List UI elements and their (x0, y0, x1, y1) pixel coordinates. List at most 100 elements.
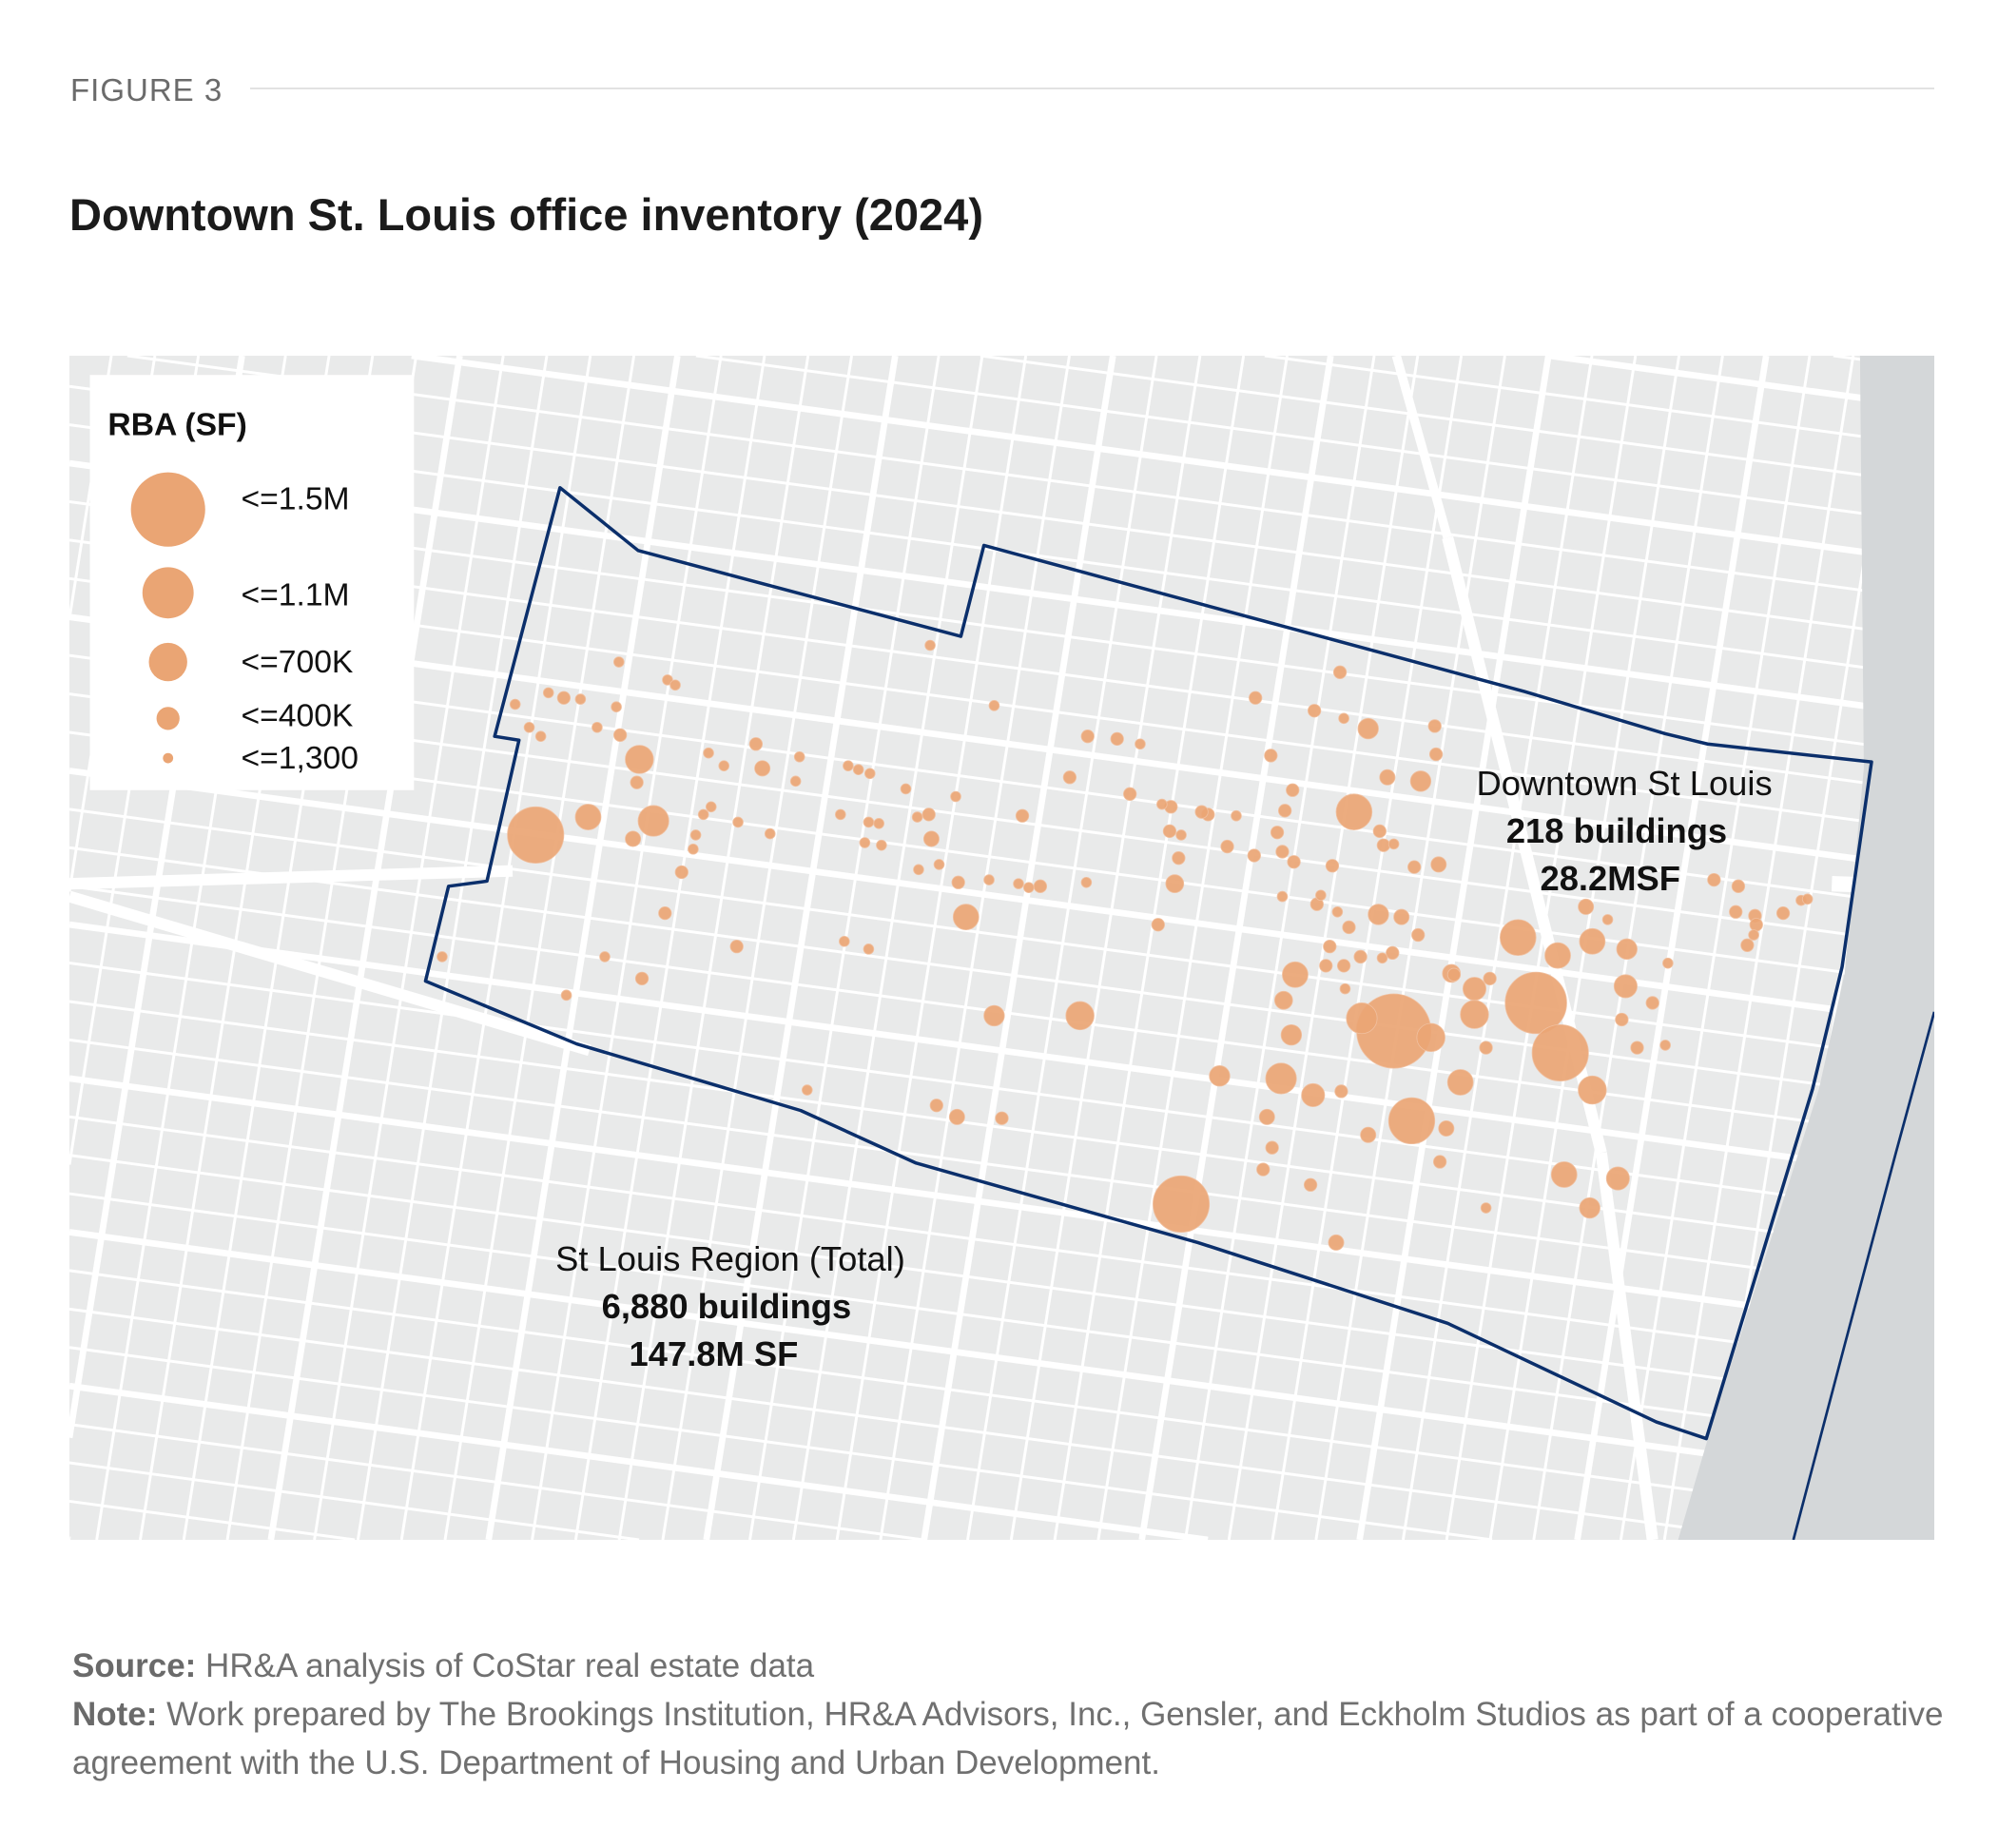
building-dot (1411, 927, 1426, 943)
street (356, 356, 549, 1540)
building-dot (1446, 1069, 1474, 1096)
downtown-boundary (423, 486, 1873, 1441)
legend-title: RBA (SF) (107, 408, 246, 443)
building-dot (1220, 839, 1234, 854)
building-dot (556, 691, 572, 705)
street (69, 1461, 640, 1540)
building-dot (1386, 945, 1400, 961)
building-dot (1015, 808, 1030, 823)
building-dot (1303, 1177, 1318, 1192)
building-dot (1416, 1022, 1445, 1053)
building-dot (534, 730, 547, 742)
highway (1391, 356, 1452, 539)
building-dot (669, 679, 681, 691)
building-dot (1342, 920, 1356, 935)
building-dot (1156, 798, 1168, 810)
building-dot (658, 905, 672, 921)
street (617, 356, 810, 1540)
building-dot (1500, 919, 1537, 956)
building-dot (801, 1084, 813, 1096)
street (1053, 356, 1246, 1540)
building-dot (509, 698, 521, 710)
street (69, 1346, 1493, 1540)
building-dot (1033, 879, 1048, 893)
figure-label: FIGURE 3 (70, 72, 223, 107)
building-dot (1393, 908, 1410, 925)
river-bridge-line (1792, 1011, 1934, 1540)
building-dot (1319, 959, 1333, 973)
street (69, 1382, 1209, 1540)
building-dot (1360, 1126, 1377, 1143)
street (1271, 356, 1464, 1540)
building-dot (1531, 1023, 1589, 1082)
downtown-buildings: 218 buildings (1506, 811, 1727, 850)
building-dot (1080, 876, 1093, 888)
building-dot (1336, 959, 1351, 973)
building-dot (876, 839, 887, 851)
building-dot (921, 807, 936, 822)
legend-swatch-400k (156, 707, 180, 730)
downtown-area: 28.2MSF (1541, 859, 1680, 898)
building-dot (952, 904, 980, 931)
street (69, 1307, 1777, 1540)
building-dots (436, 639, 1814, 1251)
building-dot (1480, 1202, 1492, 1214)
street (1619, 356, 1812, 1540)
legend: RBA (SF) <=1.5M <=1.1M <=700K <=400K <=1… (89, 375, 415, 790)
building-dot (911, 811, 923, 823)
source-text: HR&A analysis of CoStar real estate data (205, 1647, 815, 1684)
street (1184, 356, 1376, 1540)
building-dot (560, 989, 572, 1002)
building-dot (1265, 1062, 1297, 1095)
building-dot (1249, 691, 1263, 705)
building-dot (754, 760, 771, 777)
building-dot (1209, 1065, 1231, 1087)
building-dot (1256, 1162, 1271, 1177)
street (69, 1154, 1934, 1410)
building-dot (1315, 889, 1327, 902)
street (443, 356, 636, 1540)
building-dot (1247, 848, 1261, 863)
building-dot (1065, 1001, 1095, 1031)
building-dot (863, 768, 876, 780)
building-dot (613, 656, 625, 668)
building-dot (839, 935, 850, 947)
street (748, 356, 941, 1540)
highway (69, 890, 592, 1057)
building-dot (1273, 990, 1293, 1010)
building-dot (1460, 1000, 1489, 1029)
source-label: Source: (72, 1647, 197, 1684)
building-dot (611, 701, 622, 712)
building-dot (1379, 768, 1396, 786)
building-dot (1357, 717, 1379, 740)
building-dot (674, 865, 689, 880)
building-dot (1165, 874, 1185, 893)
legend-label: <=400K (241, 698, 353, 733)
building-dot (863, 943, 875, 955)
street (835, 356, 1028, 1540)
building-dot (718, 760, 730, 771)
building-dot (1645, 996, 1659, 1010)
building-dot (1432, 1155, 1447, 1169)
divider (250, 88, 1934, 89)
building-dot (689, 829, 702, 841)
building-dot (1194, 805, 1209, 819)
building-dot (1428, 747, 1444, 762)
downtown-name: Downtown St Louis (1476, 764, 1772, 803)
building-dot (1407, 860, 1422, 874)
building-dot (1162, 824, 1177, 839)
building-dot (922, 830, 940, 847)
street (879, 356, 1071, 1540)
building-dot (843, 760, 854, 771)
street (69, 1269, 1934, 1525)
building-dot (1740, 938, 1755, 952)
region-label: St Louis Region (Total) 6,880 buildings … (555, 1239, 905, 1373)
building-dot (1731, 879, 1746, 893)
building-dot (1282, 961, 1309, 988)
building-dot (1659, 1040, 1671, 1051)
building-dot (634, 971, 650, 985)
building-dot (1544, 942, 1571, 969)
building-dot (1151, 918, 1165, 932)
street (1009, 356, 1202, 1540)
building-dot (1062, 770, 1077, 785)
